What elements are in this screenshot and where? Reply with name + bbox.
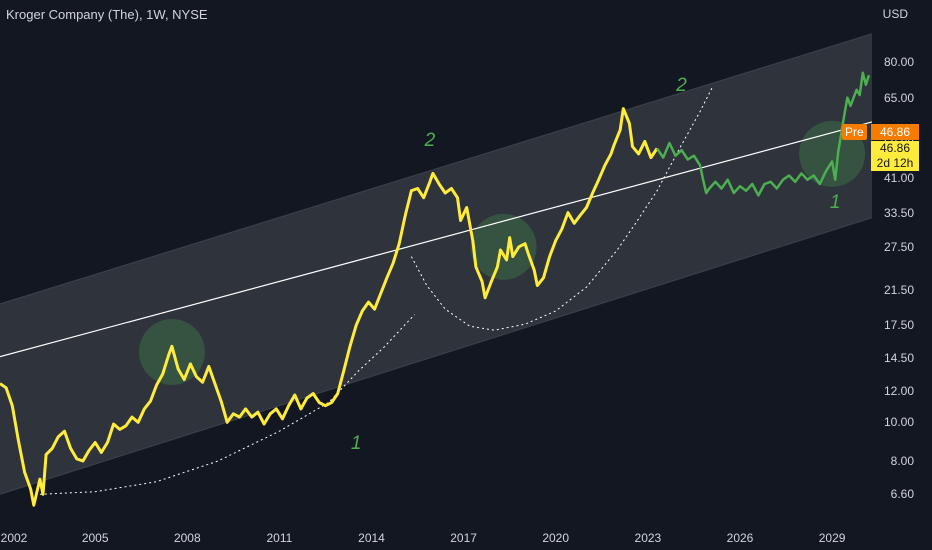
time-tick-label: 2002 xyxy=(0,531,28,545)
channel-midline xyxy=(0,121,873,358)
last-price-box: 46.86 2d 12h xyxy=(871,141,919,171)
wave-label: 2 xyxy=(424,130,436,152)
pre-market-price: 46.86 xyxy=(871,124,919,140)
price-tick-label: 8.00 xyxy=(890,454,914,468)
price-tick-label: 17.50 xyxy=(883,318,914,333)
time-tick-label: 2020 xyxy=(542,531,570,545)
highlight-circle xyxy=(470,213,537,280)
time-tick-label: 2005 xyxy=(81,531,109,545)
price-tick-label: 80.00 xyxy=(883,54,914,69)
wave-label: 2 xyxy=(676,75,687,96)
wave-label: 1 xyxy=(829,191,841,213)
bar-countdown: 2d 12h xyxy=(876,156,914,170)
channel-upper-edge xyxy=(0,33,873,305)
projection-series xyxy=(656,71,871,197)
last-price-value: 46.86 xyxy=(879,141,911,155)
regression-channel xyxy=(0,33,872,495)
price-tick-label: 12.00 xyxy=(883,383,914,398)
time-tick-label: 2029 xyxy=(818,531,846,545)
time-tick-label: 2014 xyxy=(358,531,385,545)
time-tick-label: 2023 xyxy=(634,531,662,545)
pre-market-badge: Pre xyxy=(842,124,867,140)
price-tick-label: 14.50 xyxy=(883,350,914,365)
channel-lower-edge xyxy=(0,217,873,495)
time-tick-label: 2011 xyxy=(266,531,293,545)
price-tick-label: 33.50 xyxy=(883,205,914,220)
time-tick-label: 2017 xyxy=(450,531,477,545)
price-tick-label: 21.50 xyxy=(883,282,914,297)
dotted-fit-curve xyxy=(410,87,713,331)
price-tick-label: 10.00 xyxy=(883,415,914,430)
wave-label: 1 xyxy=(350,433,362,455)
price-tick-label: 41.00 xyxy=(883,170,914,185)
chart-title: Kroger Company (The), 1W, NYSE xyxy=(6,7,208,22)
fitted-curves xyxy=(39,87,713,495)
dotted-fit-curve xyxy=(39,314,415,495)
price-tick-label: 27.50 xyxy=(883,239,914,254)
time-tick-label: 2026 xyxy=(726,531,754,545)
time-tick-label: 2008 xyxy=(173,531,201,545)
price-history-series xyxy=(0,107,659,507)
price-tick-label: 65.00 xyxy=(883,90,914,105)
price-tick-label: 6.60 xyxy=(890,487,914,502)
currency-label: USD xyxy=(882,7,908,21)
